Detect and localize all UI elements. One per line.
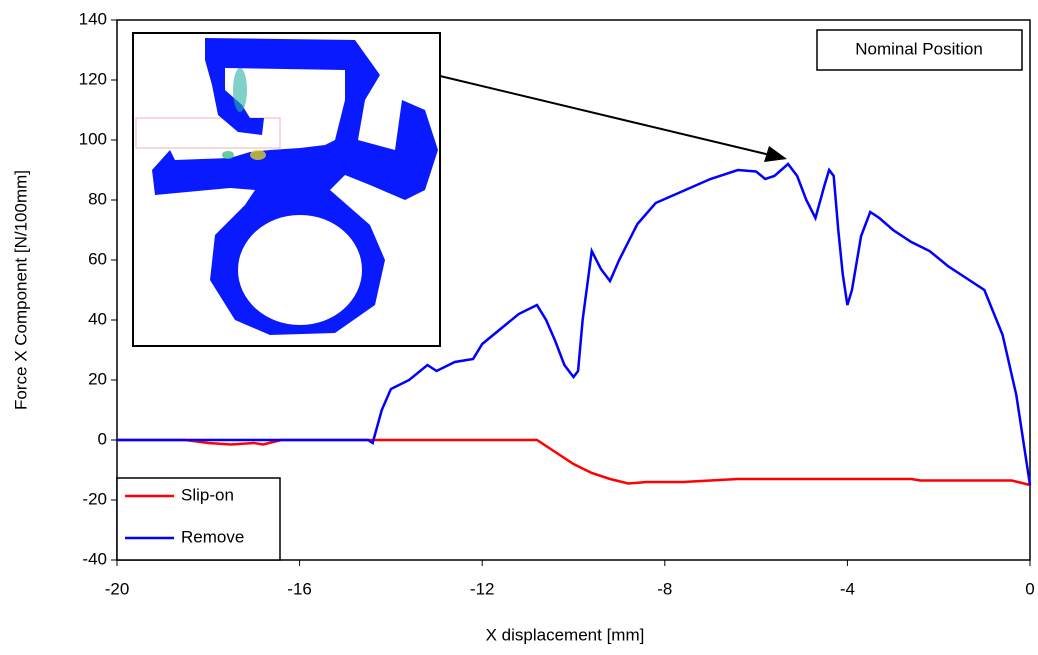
x-tick-label: -8 xyxy=(657,579,672,598)
y-tick-label: 100 xyxy=(79,129,107,148)
y-tick-label: -20 xyxy=(82,489,107,508)
y-tick-label: 20 xyxy=(88,369,107,388)
y-tick-label: 0 xyxy=(98,429,107,448)
legend-label: Slip-on xyxy=(181,485,234,504)
annotation: Nominal Position xyxy=(855,39,983,58)
y-tick-label: 140 xyxy=(79,9,107,28)
y-tick-label: -40 xyxy=(82,549,107,568)
y-tick-label: 40 xyxy=(88,309,107,328)
y-tick-label: 120 xyxy=(79,69,107,88)
x-tick-label: -4 xyxy=(840,579,855,598)
line-series xyxy=(117,162,1032,486)
legend-box xyxy=(116,477,281,561)
y-tick-label: 80 xyxy=(88,189,107,208)
plot-frame xyxy=(116,19,1031,561)
inset-image xyxy=(132,32,441,347)
y-tick-label: 60 xyxy=(88,249,107,268)
x-tick-label: -20 xyxy=(105,579,130,598)
x-tick-label: 0 xyxy=(1025,579,1034,598)
annotation-box xyxy=(816,29,1023,71)
arrow xyxy=(439,75,787,162)
x-axis-title: X displacement [mm] xyxy=(486,625,645,644)
line-series xyxy=(117,438,1031,487)
x-tick-label: -12 xyxy=(470,579,495,598)
x-tick-label: -16 xyxy=(287,579,312,598)
y-axis-title: Force X Component [N/100mm] xyxy=(11,170,30,410)
legend-label: Remove xyxy=(181,527,244,546)
